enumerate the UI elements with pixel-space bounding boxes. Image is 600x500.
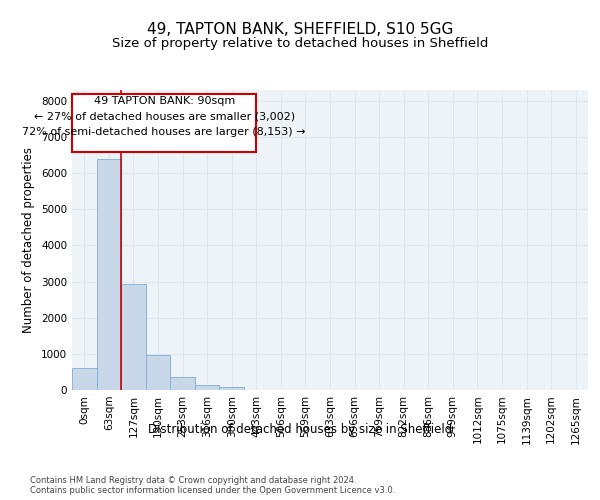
Text: 72% of semi-detached houses are larger (8,153) →: 72% of semi-detached houses are larger (… [22, 128, 306, 138]
Text: Size of property relative to detached houses in Sheffield: Size of property relative to detached ho… [112, 38, 488, 51]
Bar [146, 356, 170, 390]
Text: 49 TAPTON BANK: 90sqm: 49 TAPTON BANK: 90sqm [94, 96, 235, 106]
Bar [121, 284, 146, 390]
Bar [195, 384, 220, 390]
Text: Contains HM Land Registry data © Crown copyright and database right 2024.
Contai: Contains HM Land Registry data © Crown c… [30, 476, 395, 495]
Bar [72, 368, 97, 390]
Text: 49, TAPTON BANK, SHEFFIELD, S10 5GG: 49, TAPTON BANK, SHEFFIELD, S10 5GG [147, 22, 453, 38]
Bar [220, 387, 244, 390]
Text: Distribution of detached houses by size in Sheffield: Distribution of detached houses by size … [148, 422, 452, 436]
Y-axis label: Number of detached properties: Number of detached properties [22, 147, 35, 333]
Bar [170, 377, 195, 390]
FancyBboxPatch shape [72, 94, 256, 152]
Bar [97, 160, 121, 390]
Text: ← 27% of detached houses are smaller (3,002): ← 27% of detached houses are smaller (3,… [34, 111, 295, 121]
